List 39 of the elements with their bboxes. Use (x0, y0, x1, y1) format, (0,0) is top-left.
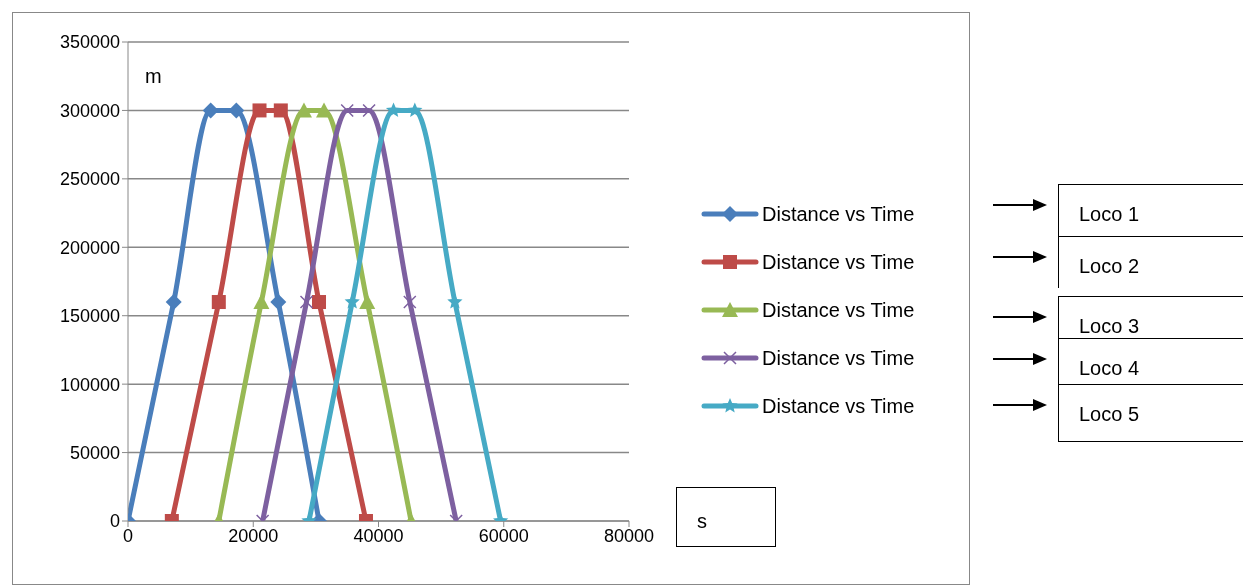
point (273, 103, 288, 118)
text: Loco 1 (1058, 184, 1243, 236)
y-tick-label: 350000 (59, 32, 120, 53)
legend-label: Distance vs Time (762, 250, 915, 274)
point (403, 295, 417, 309)
legend-label: Distance vs Time (762, 202, 915, 226)
point (340, 103, 354, 118)
x-tick-label: 60000 (478, 525, 529, 546)
text: Loco 2 (1058, 236, 1243, 288)
text: Loco 3 (1058, 296, 1243, 348)
legend-label: Distance vs Time (762, 394, 915, 418)
y-tick-label: 150000 (59, 306, 120, 327)
y-tick-label: 50000 (69, 442, 120, 463)
point (359, 294, 376, 310)
y-tick-label: 0 (109, 511, 120, 532)
point (165, 294, 182, 311)
y-tick-label: 250000 (59, 169, 120, 190)
y-tick-label: 300000 (59, 100, 120, 121)
y-axis-title: m (145, 65, 162, 88)
point (253, 294, 270, 310)
x-tick-label: 20000 (228, 525, 279, 546)
point (252, 103, 267, 118)
point (362, 103, 376, 118)
point (299, 295, 314, 309)
x-tick-label: 0 (122, 525, 134, 546)
x-tick-label: 80000 (603, 525, 655, 546)
text: Loco 5 (1058, 384, 1243, 442)
point (270, 294, 287, 311)
point (211, 295, 226, 310)
legend-label: Distance vs Time (762, 298, 915, 322)
x-axis-title: s (676, 487, 776, 547)
point (407, 102, 423, 117)
legend-label: Distance vs Time (762, 346, 915, 370)
text: Loco 4 (1058, 338, 1243, 390)
point (385, 102, 402, 117)
y-tick-label: 200000 (59, 237, 120, 258)
y-tick-label: 100000 (59, 374, 120, 395)
point (312, 295, 327, 310)
x-tick-label: 40000 (353, 525, 404, 546)
